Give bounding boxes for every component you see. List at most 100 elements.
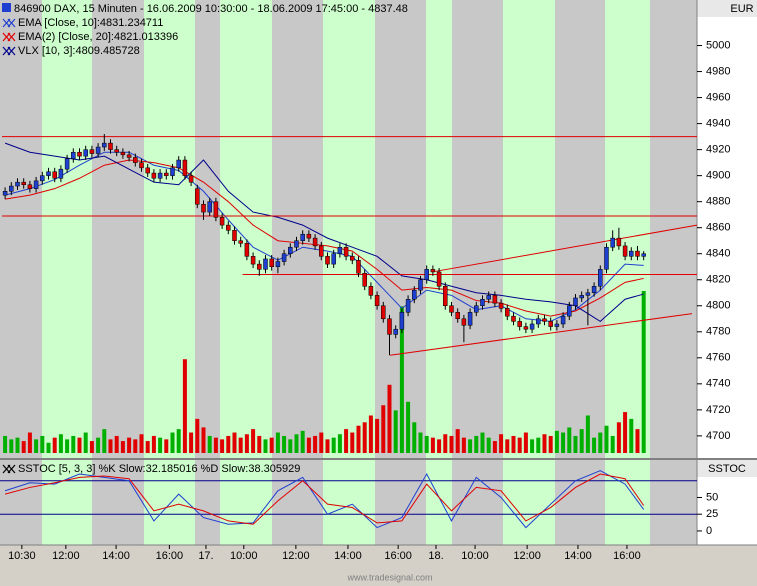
legend-icon	[2, 18, 16, 474]
volume-bar	[139, 434, 144, 453]
candle-body	[95, 146, 101, 154]
volume-bar	[350, 432, 355, 453]
candle-body	[641, 253, 646, 257]
candle-body	[616, 237, 622, 247]
legend-entry: EMA [Close, 10]:4831.234711	[18, 17, 163, 29]
candle-body	[418, 279, 423, 291]
candle-body	[244, 243, 250, 257]
candle-body	[133, 157, 138, 163]
volume-bar	[238, 437, 243, 453]
candle-body	[393, 328, 398, 335]
candle-body	[554, 323, 560, 327]
volume-bar	[375, 418, 380, 453]
axis-header	[697, 460, 757, 477]
candle-body	[157, 172, 163, 179]
plot: 4700 4720 4740 4760 4780 4800 4820 4840 4860 4880…	[0, 39, 730, 562]
candle-body	[58, 168, 64, 179]
volume-bar	[127, 437, 132, 453]
candle-body	[71, 151, 76, 159]
volume-bar	[585, 415, 590, 453]
volume-bar	[46, 442, 51, 453]
volume-bar	[282, 435, 287, 453]
volume-bar	[226, 435, 231, 453]
legend-entry: %D Slow:38.305929	[201, 463, 301, 475]
candle-body	[263, 258, 268, 270]
candle-body	[9, 185, 14, 192]
candle-body	[195, 188, 200, 205]
candle-body	[170, 167, 175, 176]
volume-bar	[635, 429, 640, 453]
session-stripe	[503, 0, 555, 545]
candle-body	[21, 181, 26, 186]
candle-body	[374, 295, 380, 307]
volume-bar	[430, 437, 435, 453]
x-tick-label: 10:00	[461, 550, 489, 562]
volume-bar	[34, 439, 39, 453]
stochastic-line	[4, 473, 645, 525]
volume-bar	[58, 434, 63, 453]
candle-body	[343, 246, 349, 257]
axis-panel	[697, 0, 757, 545]
session-stripe	[272, 0, 323, 545]
candle-body	[430, 269, 436, 273]
volume-bar	[294, 434, 299, 453]
volume-bar	[306, 437, 311, 453]
legend: 846900 DAX, 15 Minuten - 16.06.2009 10:3…	[2, 3, 408, 475]
volume-bar	[424, 435, 429, 453]
x-tick-label: 18.	[428, 550, 443, 562]
x-tick-label: 16:00	[613, 550, 641, 562]
volume-bar	[604, 425, 609, 453]
session-stripe	[323, 0, 375, 545]
volume-bar	[102, 429, 107, 453]
volume-bar	[387, 384, 392, 453]
candle-body	[15, 181, 20, 187]
volume-bar	[598, 432, 603, 453]
candle-body	[610, 237, 615, 248]
y-tick-label: 4900	[706, 170, 730, 182]
candle-body	[436, 271, 442, 287]
candle-body	[213, 201, 219, 218]
candle-body	[399, 312, 405, 330]
volume-bar	[21, 441, 26, 453]
indicator-line	[5, 159, 644, 317]
volume-bar	[83, 432, 88, 453]
x-tick-label: 14:00	[334, 550, 362, 562]
candle-body	[306, 233, 312, 239]
y-tick-label: 25	[706, 508, 718, 520]
candle-body	[275, 261, 281, 267]
candle-body	[591, 286, 597, 294]
candle-body	[89, 149, 95, 154]
volume-bar	[344, 429, 349, 453]
volume-bar	[579, 429, 584, 453]
volume-bar	[505, 439, 510, 453]
candle-body	[46, 171, 51, 176]
volume-bar	[170, 432, 175, 453]
candle-body	[505, 308, 510, 317]
candle-body	[523, 326, 529, 330]
x-tick-label: 10:00	[230, 550, 258, 562]
candle-body	[362, 272, 367, 287]
y-tick-label: 4960	[706, 91, 730, 103]
volume-bar	[313, 435, 318, 453]
volume-bar	[362, 422, 367, 453]
legend-entry: VLX [10, 3]:4809.485728	[18, 45, 140, 57]
volume-bar	[536, 437, 541, 453]
candle-body	[126, 154, 132, 158]
volume-bar	[133, 439, 138, 453]
volume-bar	[437, 439, 442, 453]
volume-bar	[164, 439, 169, 453]
volume-bar	[89, 441, 94, 453]
volume-bar	[623, 412, 628, 453]
candle-body	[560, 315, 566, 325]
y-tick-label: 4820	[706, 274, 730, 286]
chart-title: 846900 DAX, 15 Minuten - 16.06.2009 10:3…	[14, 3, 408, 15]
y-tick-label: 50	[706, 491, 718, 503]
y-tick-label: 4700	[706, 430, 730, 442]
candle-body	[83, 149, 88, 157]
volume-bar	[412, 422, 417, 453]
session-stripe	[42, 0, 92, 545]
candle-body	[480, 299, 485, 307]
candle-body	[312, 237, 318, 247]
volume-bar	[195, 418, 200, 453]
